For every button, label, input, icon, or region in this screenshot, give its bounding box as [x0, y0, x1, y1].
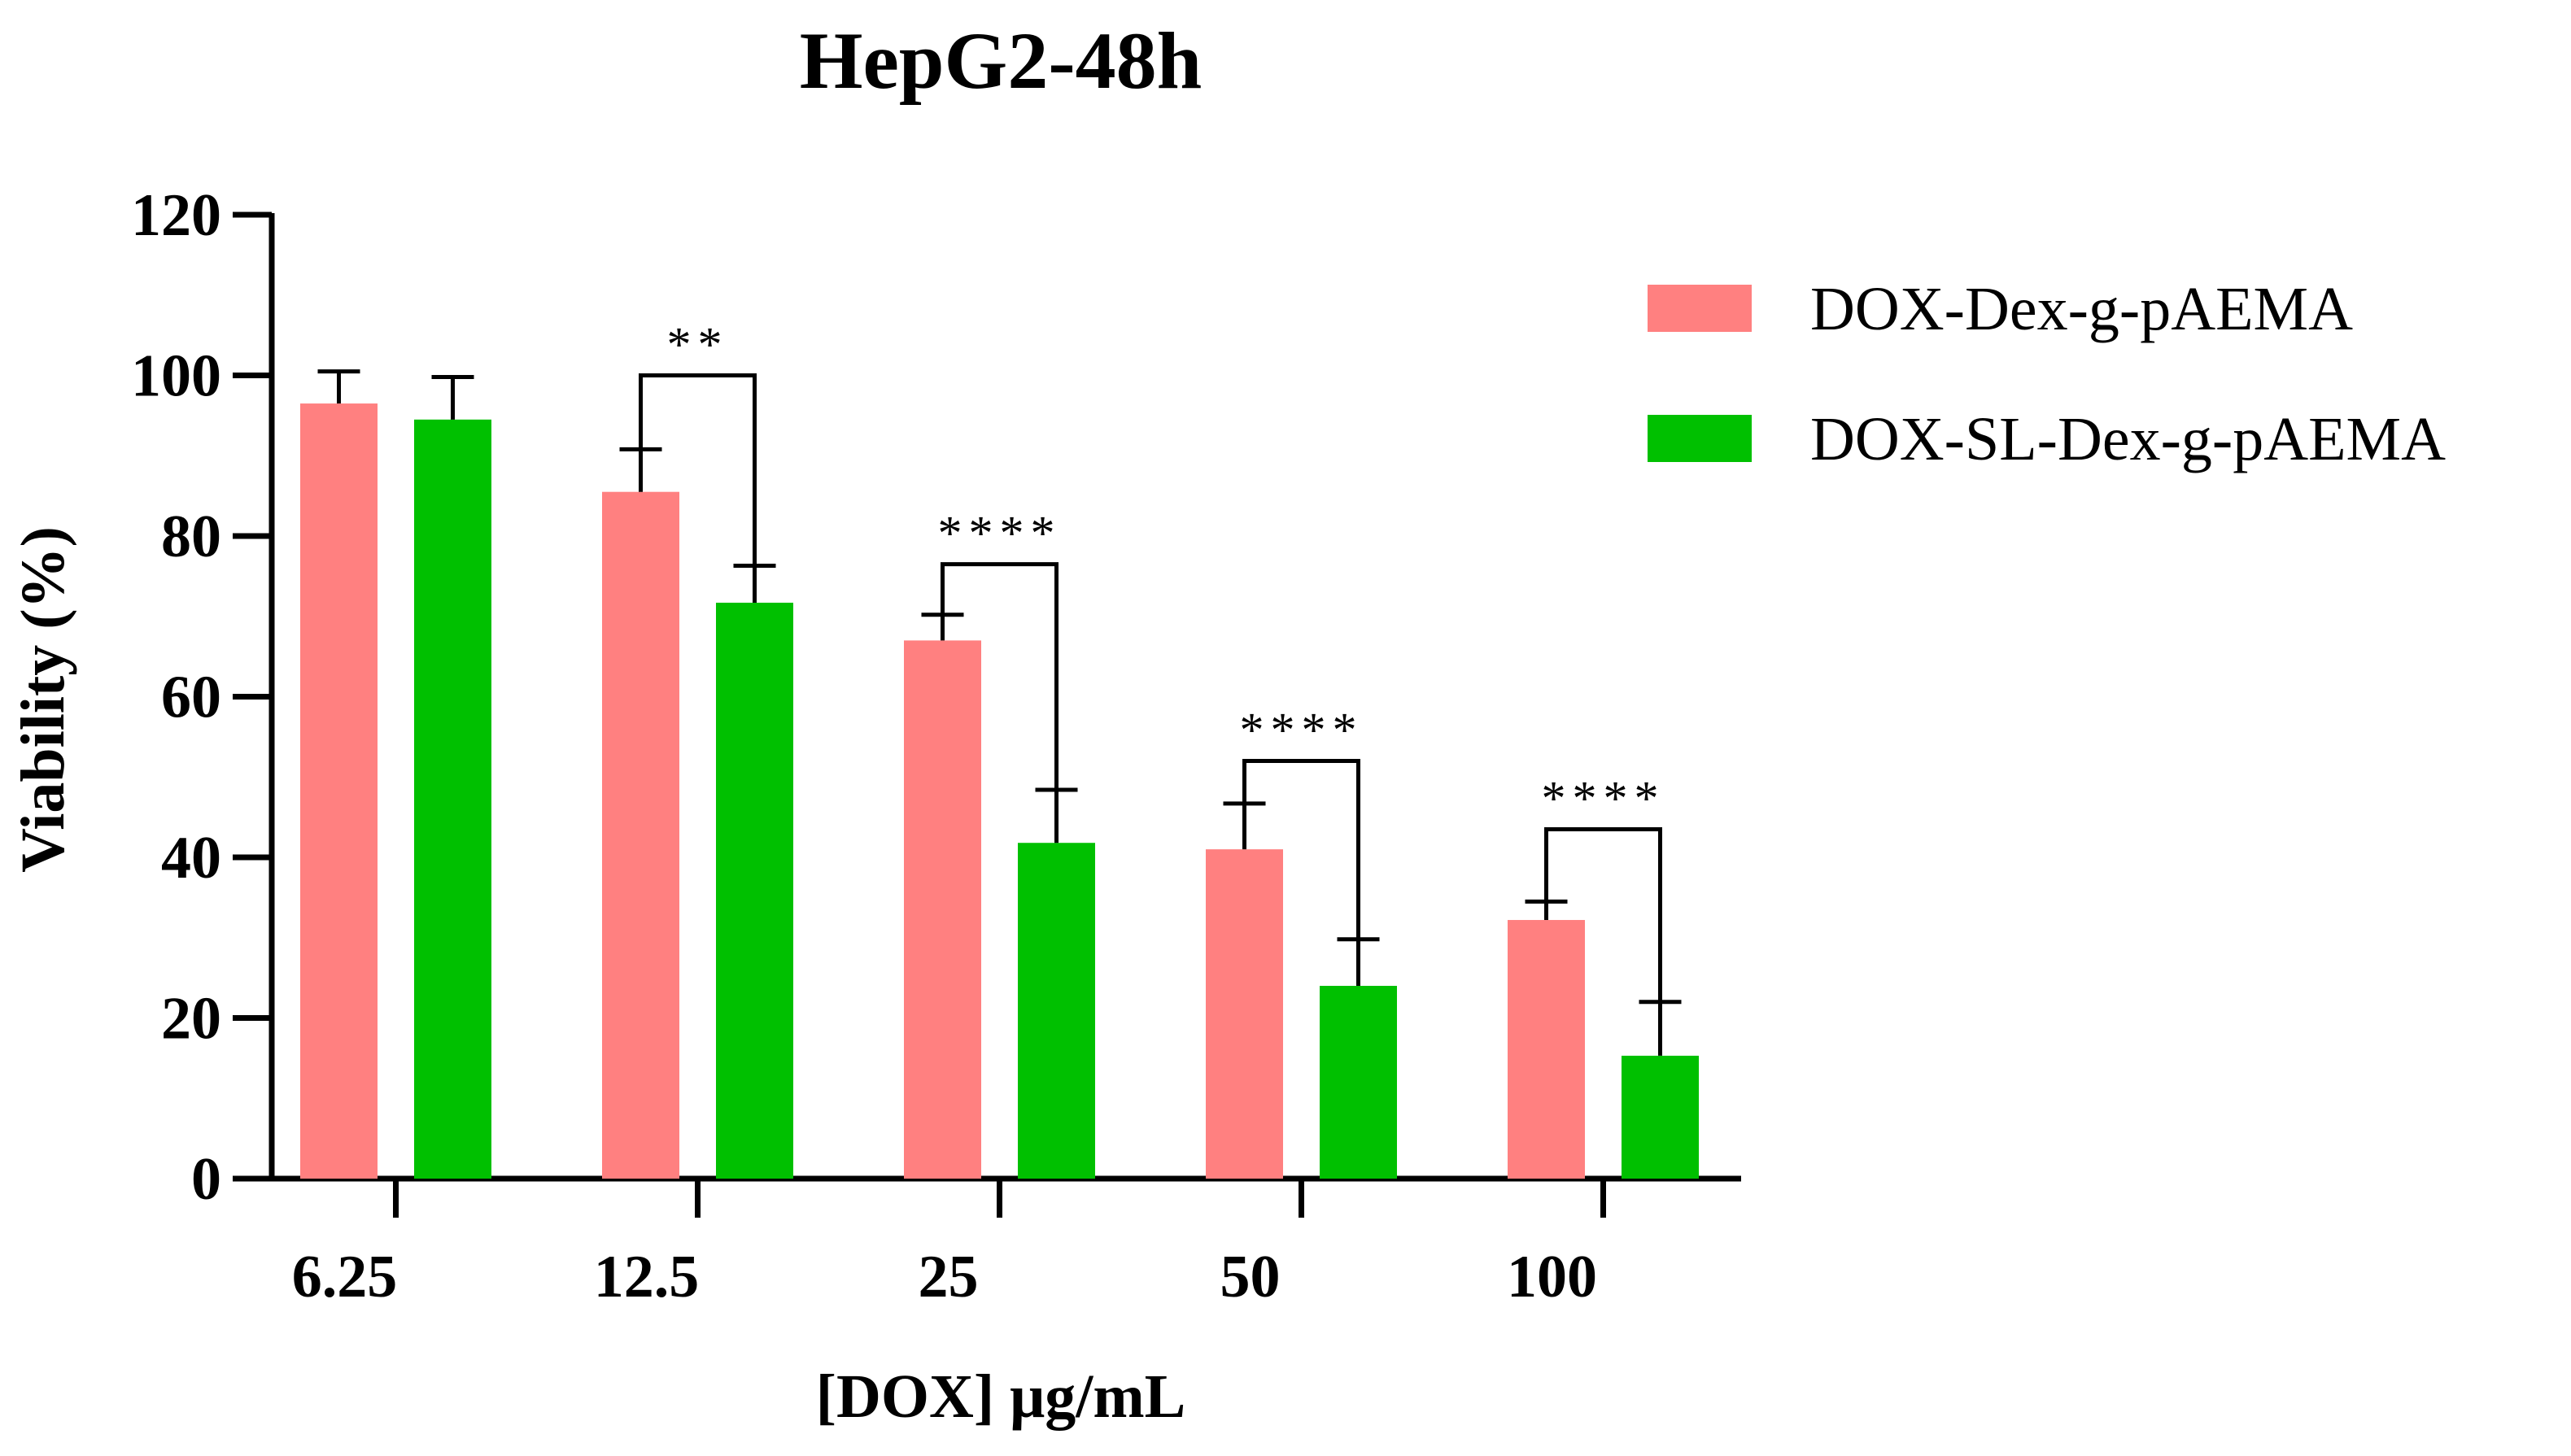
bar-sl-dex	[716, 602, 793, 1179]
legend-swatch	[1648, 415, 1752, 462]
bar-sl-dex	[1622, 1055, 1699, 1179]
legend-label: DOX-Dex-g-pAEMA	[1810, 275, 2353, 343]
x-tick-label: 100	[1507, 1244, 1597, 1310]
y-tick-label: 20	[161, 986, 221, 1053]
y-tick-label: 100	[131, 343, 221, 410]
x-tick-label: 50	[1220, 1244, 1281, 1310]
significance-label: ****	[1542, 771, 1665, 825]
y-tick-label: 40	[161, 825, 221, 891]
significance-bracket	[941, 562, 1059, 807]
bar-dex	[1206, 849, 1283, 1179]
significance-label: ****	[1240, 704, 1364, 757]
significance-bracket	[1544, 826, 1662, 1019]
significance-label: ****	[938, 507, 1062, 560]
significance-bracket	[639, 373, 757, 566]
bar-sl-dex	[414, 419, 491, 1179]
bar-dex	[300, 403, 378, 1179]
significance-label: **	[667, 318, 729, 372]
chart-title: HepG2-48h	[800, 15, 1202, 106]
x-tick-label: 6.25	[292, 1244, 398, 1310]
bar-sl-dex	[1018, 843, 1095, 1179]
x-tick-label: 12.5	[594, 1244, 700, 1310]
x-tick-label: 25	[919, 1244, 979, 1310]
bar-dex	[602, 491, 679, 1179]
significance-bracket	[1242, 759, 1360, 949]
bar-sl-dex	[1320, 986, 1397, 1179]
legend-swatch	[1648, 285, 1752, 332]
legend-label: DOX-SL-Dex-g-pAEMA	[1810, 405, 2446, 473]
bar-dex	[1508, 920, 1585, 1179]
x-axis-label: [DOX] μg/mL	[816, 1362, 1186, 1431]
legend: DOX-Dex-g-pAEMA DOX-SL-Dex-g-pAEMA	[1648, 275, 2446, 473]
y-axis-label: Viability (%)	[9, 526, 77, 873]
y-tick-label: 120	[131, 182, 221, 249]
y-tick-label: 80	[161, 503, 221, 570]
bar-dex	[904, 640, 981, 1179]
y-tick-label: 0	[191, 1146, 221, 1213]
y-tick-label: 60	[161, 665, 221, 731]
